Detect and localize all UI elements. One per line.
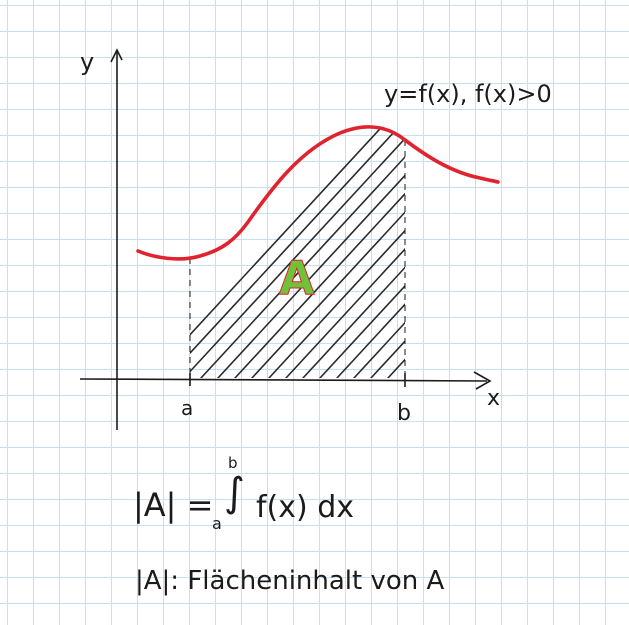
hatch-line xyxy=(439,118,629,378)
lower-bound-label: a xyxy=(181,396,193,420)
hatch-line xyxy=(190,127,405,378)
hatch-line xyxy=(353,127,405,378)
x-axis-label: x xyxy=(487,386,500,411)
hatch-line xyxy=(404,127,405,378)
x-axis xyxy=(79,378,488,382)
hatch-line xyxy=(217,127,405,378)
hatch-line xyxy=(422,118,629,378)
integral-lower-limit: a xyxy=(212,514,222,533)
hatch-line xyxy=(387,127,405,378)
hatch-line xyxy=(234,127,405,378)
hatch-line xyxy=(336,127,405,378)
y-axis-label: y xyxy=(80,48,94,76)
hatch-line xyxy=(473,118,629,378)
hatch-line xyxy=(507,118,629,378)
x-axis-arrow xyxy=(473,371,492,390)
integral-sign: ∫ xyxy=(224,470,245,516)
function-curve xyxy=(136,125,500,261)
hatch-line xyxy=(251,127,405,378)
area-label: A xyxy=(279,251,315,305)
area-hatching xyxy=(190,118,629,378)
hatch-line xyxy=(285,127,405,378)
upper-bound-label: b xyxy=(397,401,411,426)
formula-integrand: f(x) dx xyxy=(256,490,355,525)
integral-upper-limit: b xyxy=(228,454,238,472)
hatch-line xyxy=(190,127,405,378)
hatch-line xyxy=(302,127,405,378)
formula-lhs: |A| = xyxy=(133,486,214,524)
hatch-line xyxy=(490,118,629,378)
function-label: y=f(x), f(x)>0 xyxy=(384,80,552,108)
hatch-line xyxy=(319,127,405,378)
hatch-line xyxy=(268,127,405,378)
hatch-line xyxy=(370,127,405,378)
y-axis-arrow xyxy=(110,48,123,63)
hatch-line xyxy=(456,118,629,378)
hatch-line xyxy=(200,127,405,378)
area-definition: |A|: Flächeninhalt von A xyxy=(135,566,445,596)
hatch-line xyxy=(190,127,391,378)
